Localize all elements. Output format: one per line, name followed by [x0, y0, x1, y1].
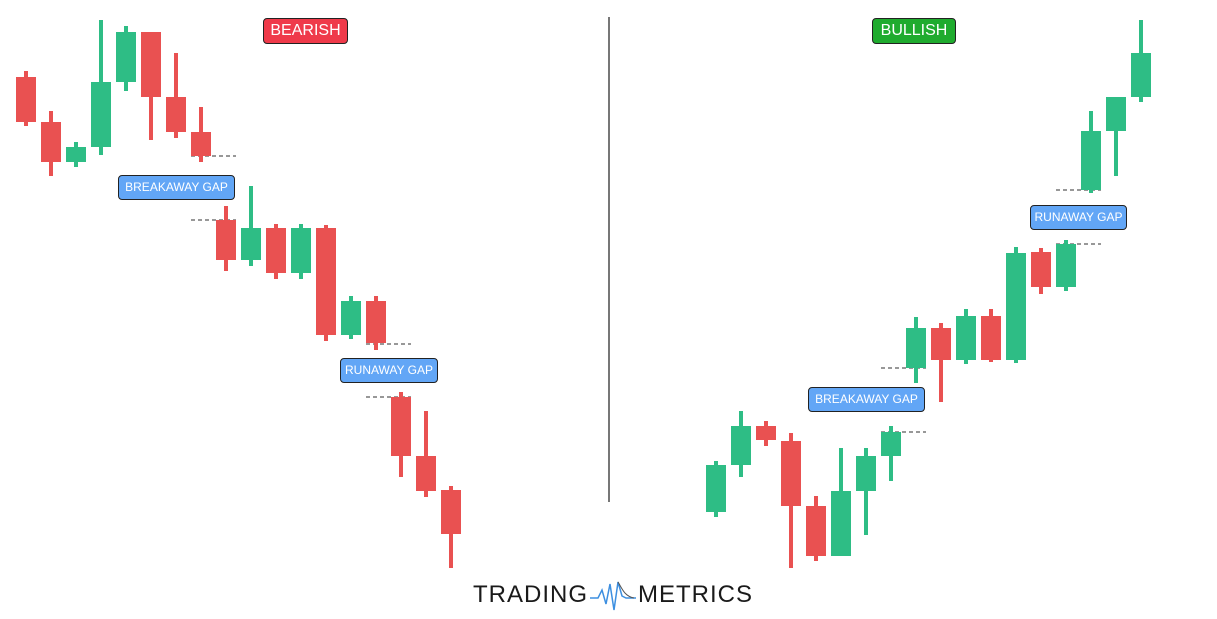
bearish-candle	[756, 421, 776, 446]
candle-wick	[939, 323, 943, 402]
bearish-candle	[41, 111, 61, 176]
bearish-candle	[141, 32, 161, 140]
candle-body	[1081, 131, 1101, 190]
candle-wick	[174, 53, 178, 138]
candle-body	[856, 456, 876, 491]
bullish-candle	[856, 448, 876, 535]
candle-body	[1131, 53, 1151, 97]
candle-body	[166, 97, 186, 132]
bullish-candle	[341, 296, 361, 339]
bearish-badge: BEARISH	[263, 18, 348, 44]
bullish-candle	[1081, 111, 1101, 193]
logo-text-left: TRADING	[473, 581, 588, 608]
candle-body	[316, 228, 336, 335]
bullish-candle	[956, 309, 976, 364]
bullish-badge: BULLISH	[872, 18, 956, 44]
candle-body	[341, 301, 361, 335]
bearish-candle	[806, 496, 826, 561]
bearish-candle	[216, 206, 236, 271]
bearish-candle	[441, 486, 461, 568]
bullish-candle	[1106, 97, 1126, 176]
waveform-icon	[590, 581, 636, 611]
bullish-candle	[291, 224, 311, 279]
bullish-candle	[706, 461, 726, 517]
bearish-candle	[981, 309, 1001, 362]
bearish-candle	[391, 392, 411, 477]
bearish-candle	[191, 107, 211, 162]
bullish-candle	[91, 20, 111, 155]
candle-body	[16, 77, 36, 122]
candle-wick	[864, 448, 868, 535]
candle-body	[441, 490, 461, 534]
candle-body	[91, 82, 111, 147]
candle-body	[881, 432, 901, 456]
candle-body	[116, 32, 136, 82]
candle-wick	[424, 411, 428, 497]
bearish-candle	[16, 71, 36, 126]
candle-body	[931, 328, 951, 360]
bullish-candle	[1131, 20, 1151, 102]
candle-body	[1106, 97, 1126, 131]
candle-body	[366, 301, 386, 343]
bearish-candle	[266, 224, 286, 279]
bullish-candle	[116, 26, 136, 91]
bullish-candle	[1056, 240, 1076, 291]
bullish-candle	[66, 142, 86, 167]
bullish-candle	[831, 448, 851, 556]
candle-body	[266, 228, 286, 273]
candle-body	[1006, 253, 1026, 360]
bullish-candle	[241, 186, 261, 266]
candle-body	[291, 228, 311, 273]
candle-body	[1056, 244, 1076, 287]
candle-body	[981, 316, 1001, 360]
bearish-candle	[416, 411, 436, 497]
bearish-candle	[166, 53, 186, 138]
bearish-candle	[316, 225, 336, 341]
logo-text-right: METRICS	[638, 581, 753, 608]
bearish-candle	[781, 433, 801, 568]
candle-body	[706, 465, 726, 512]
candle-body	[731, 426, 751, 465]
candle-body	[391, 397, 411, 456]
candle-body	[141, 32, 161, 97]
bearish-candle	[931, 323, 951, 402]
bullish-breakaway-gap-label: BREAKAWAY GAP	[808, 387, 925, 412]
bullish-candle	[1006, 247, 1026, 363]
candle-body	[241, 228, 261, 260]
bullish-candle	[881, 426, 901, 481]
candle-body	[906, 328, 926, 368]
candles	[16, 20, 1151, 568]
candle-body	[756, 426, 776, 440]
candle-body	[806, 506, 826, 556]
trading-metrics-logo: TRADING METRICS	[473, 578, 753, 612]
bearish-candle	[1031, 248, 1051, 294]
candle-body	[1031, 252, 1051, 287]
candle-body	[956, 316, 976, 360]
bearish-candle	[366, 296, 386, 350]
bullish-runaway-gap-label: RUNAWAY GAP	[1030, 205, 1127, 230]
candle-body	[66, 147, 86, 162]
bearish-runaway-gap-label: RUNAWAY GAP	[340, 358, 438, 383]
candle-body	[416, 456, 436, 491]
candle-body	[781, 441, 801, 506]
bullish-candle	[731, 411, 751, 477]
candle-body	[191, 132, 211, 156]
candle-body	[41, 122, 61, 162]
candle-wick	[249, 186, 253, 266]
candle-wick	[1114, 97, 1118, 176]
candle-body	[216, 220, 236, 260]
candle-body	[831, 491, 851, 556]
bearish-breakaway-gap-label: BREAKAWAY GAP	[118, 175, 235, 200]
bullish-candle	[906, 317, 926, 383]
